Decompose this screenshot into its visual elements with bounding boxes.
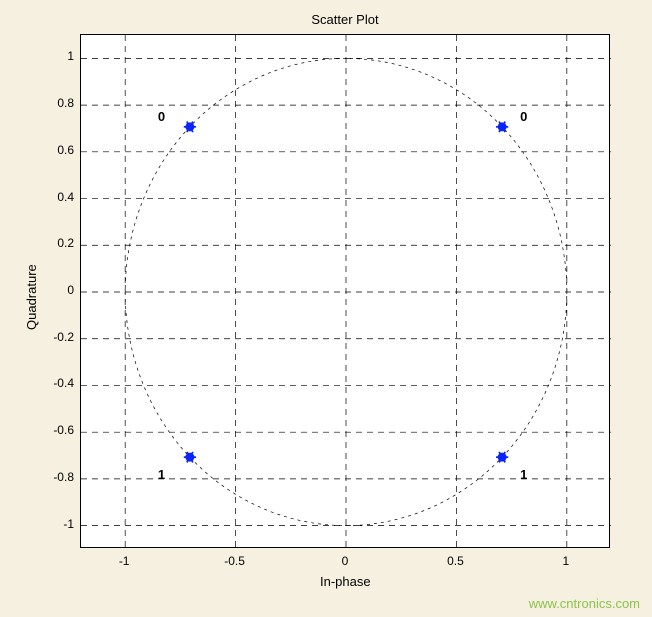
y-tick-label: 0.6: [57, 143, 74, 157]
constellation-point: [496, 452, 508, 462]
y-tick-label: -1: [63, 517, 74, 531]
y-axis-label: Quadrature: [24, 264, 39, 330]
x-tick-label: 0: [333, 554, 357, 568]
constellation-point: [496, 122, 508, 132]
x-tick-label: 0.5: [443, 554, 467, 568]
y-tick-label: 0.8: [57, 96, 74, 110]
constellation-point: [184, 452, 196, 462]
plot-svg: 0 0 1 1: [81, 35, 611, 549]
y-tick-label: 1: [67, 49, 74, 63]
constellation-point: [184, 122, 196, 132]
x-tick-label: 1: [554, 554, 578, 568]
watermark-text: www.cntronics.com: [529, 596, 640, 611]
y-tick-label: 0.2: [57, 236, 74, 250]
x-tick-label: -1: [112, 554, 136, 568]
point-label: 0: [520, 109, 527, 124]
chart-title: Scatter Plot: [80, 12, 610, 27]
point-label: 0: [158, 109, 165, 124]
y-tick-label: -0.6: [53, 423, 74, 437]
y-tick-label: 0: [67, 283, 74, 297]
y-tick-label: -0.8: [53, 470, 74, 484]
x-axis-label: In-phase: [320, 574, 371, 589]
y-tick-label: 0.4: [57, 190, 74, 204]
point-label: 1: [158, 467, 165, 482]
point-label: 1: [520, 467, 527, 482]
x-tick-label: -0.5: [223, 554, 247, 568]
y-tick-label: -0.2: [53, 330, 74, 344]
y-tick-label: -0.4: [53, 376, 74, 390]
figure: Scatter Plot 0 0 1 1 -1 -0.5 0 0.5 1 -1 -0.8 -0.6…: [0, 0, 652, 617]
plot-area: 0 0 1 1: [80, 34, 610, 548]
